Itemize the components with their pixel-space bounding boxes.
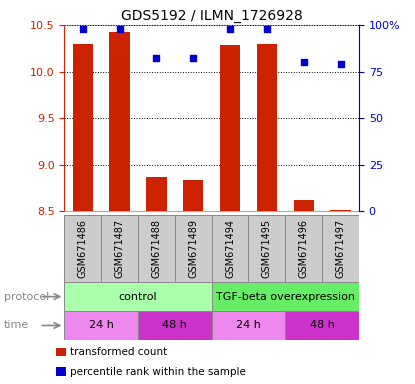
Bar [257, 43, 277, 211]
Point [264, 26, 270, 32]
Bar [212, 282, 359, 311]
Point [79, 26, 86, 32]
Title: GDS5192 / ILMN_1726928: GDS5192 / ILMN_1726928 [121, 8, 303, 23]
Point [190, 55, 197, 61]
Text: 48 h: 48 h [162, 320, 187, 331]
Point [337, 61, 344, 67]
Bar [285, 311, 359, 340]
Bar [293, 200, 314, 211]
Point [116, 26, 123, 32]
Text: GSM671487: GSM671487 [115, 219, 124, 278]
Text: GSM671495: GSM671495 [262, 219, 272, 278]
Text: GSM671497: GSM671497 [336, 219, 346, 278]
Point [300, 59, 307, 65]
Bar [175, 215, 212, 282]
Bar [330, 210, 351, 211]
Bar [249, 215, 286, 282]
Bar [138, 215, 175, 282]
Bar [286, 215, 322, 282]
Text: percentile rank within the sample: percentile rank within the sample [70, 367, 246, 377]
Text: GSM671489: GSM671489 [188, 219, 198, 278]
Bar [322, 215, 359, 282]
Bar [73, 43, 93, 211]
Text: 24 h: 24 h [236, 320, 261, 331]
Bar [64, 215, 101, 282]
Text: TGF-beta overexpression: TGF-beta overexpression [216, 291, 355, 302]
Text: 24 h: 24 h [89, 320, 114, 331]
Bar [101, 215, 138, 282]
Bar [138, 311, 212, 340]
Bar [212, 215, 249, 282]
Text: transformed count: transformed count [70, 347, 167, 357]
Bar [183, 180, 203, 211]
Text: GSM671494: GSM671494 [225, 219, 235, 278]
Text: protocol: protocol [4, 291, 49, 302]
Bar [64, 311, 138, 340]
Text: control: control [119, 291, 157, 302]
Bar [110, 32, 130, 211]
Bar [212, 311, 286, 340]
Bar [220, 45, 240, 211]
Text: GSM671488: GSM671488 [151, 219, 161, 278]
Text: GSM671486: GSM671486 [78, 219, 88, 278]
Bar [146, 177, 166, 211]
Point [227, 26, 233, 32]
Bar [64, 282, 212, 311]
Point [153, 55, 160, 61]
Text: time: time [4, 320, 29, 331]
Text: GSM671496: GSM671496 [299, 219, 309, 278]
Text: 48 h: 48 h [310, 320, 334, 331]
